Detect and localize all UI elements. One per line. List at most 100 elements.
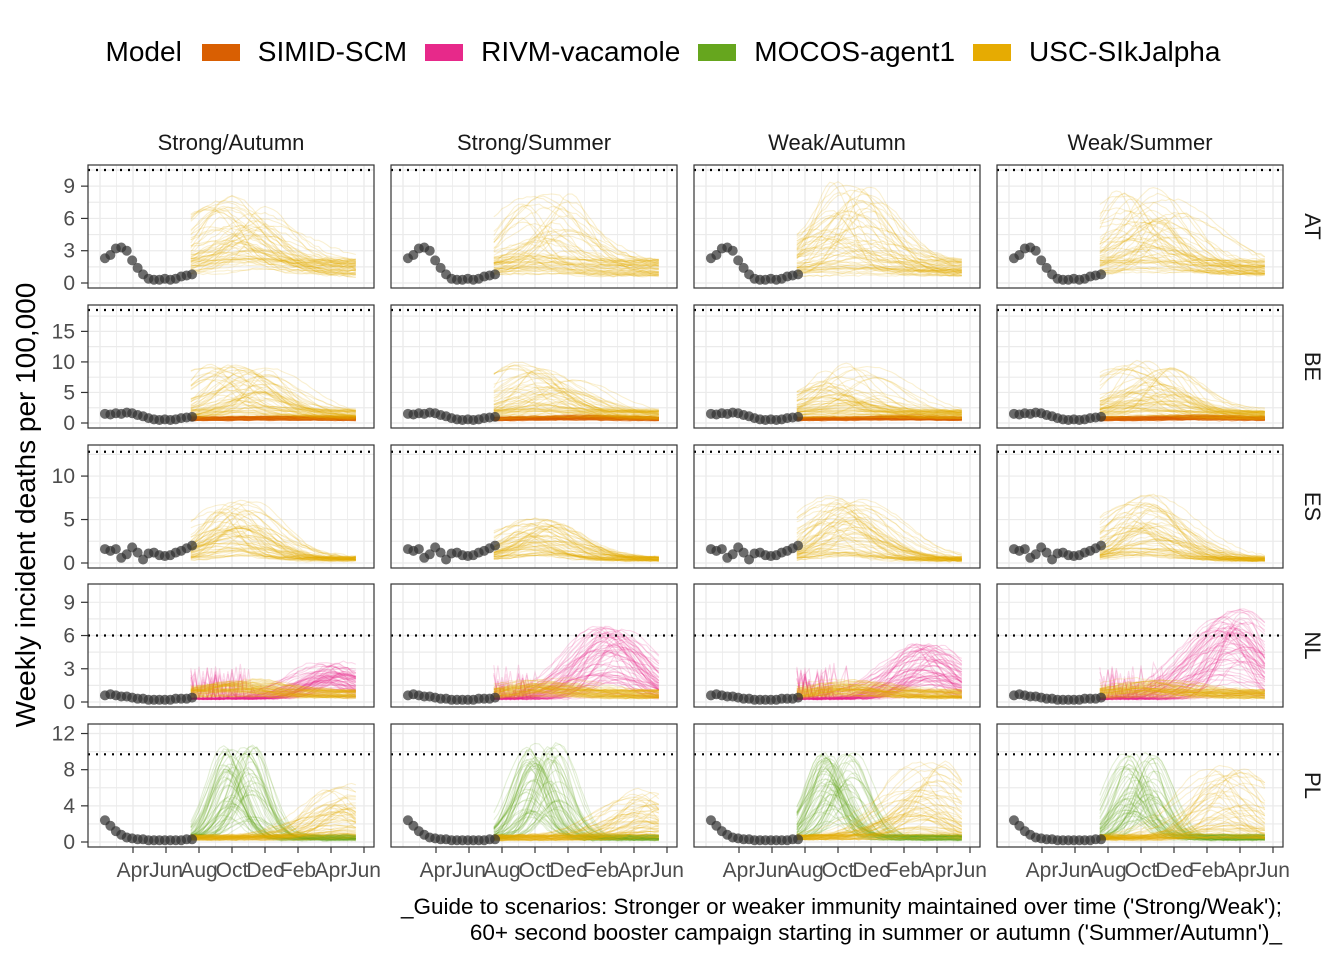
model-trajectory-line	[796, 682, 962, 701]
panel-background	[997, 584, 1283, 707]
model-trajectory-line	[493, 683, 659, 696]
model-trajectory-line	[493, 193, 659, 260]
model-trajectory-line	[1099, 539, 1265, 557]
model-trajectory-line	[796, 671, 962, 701]
model-trajectory-line	[1099, 400, 1265, 414]
model-trajectory-line	[493, 530, 659, 563]
model-trajectory-line	[796, 659, 962, 701]
model-trajectory-line	[1099, 389, 1265, 415]
model-trajectory-line	[1099, 553, 1265, 561]
model-trajectory-line	[796, 783, 962, 839]
model-trajectory-line	[493, 649, 660, 700]
observed-point	[733, 255, 744, 266]
model-trajectory-line	[493, 409, 659, 419]
model-trajectory-line	[796, 533, 963, 562]
model-trajectory-line	[493, 217, 659, 273]
model-trajectory-line	[796, 797, 962, 837]
y-tick-label: 8	[63, 759, 75, 782]
model-trajectory-line	[1099, 503, 1265, 559]
model-trajectory-line	[493, 778, 659, 840]
model-trajectory-line	[1099, 271, 1265, 274]
model-trajectory-line	[190, 542, 356, 561]
model-trajectory-line	[190, 664, 357, 701]
model-trajectory-line	[190, 668, 357, 700]
model-trajectory-line	[796, 399, 962, 420]
model-trajectory-line	[796, 509, 962, 561]
model-trajectory-line	[493, 674, 659, 700]
panel-border	[87, 583, 375, 708]
model-trajectory-line	[493, 385, 659, 418]
model-trajectory-line	[796, 539, 962, 561]
model-trajectory-line	[796, 377, 962, 414]
model-trajectory-line	[190, 761, 356, 839]
model-trajectory-line	[1099, 547, 1265, 561]
model-trajectory-line	[190, 237, 356, 270]
row-strip-label: ES	[1300, 492, 1325, 521]
model-trajectory-line	[796, 834, 962, 838]
model-trajectory-line	[493, 686, 659, 693]
model-trajectory-line	[493, 361, 659, 412]
model-trajectory-line	[1099, 530, 1265, 558]
model-trajectory-line	[493, 390, 659, 413]
model-trajectory-line	[1099, 812, 1265, 837]
model-trajectory-line	[1099, 551, 1265, 562]
model-trajectory-line	[1099, 527, 1265, 562]
model-trajectory-line	[796, 669, 963, 701]
model-trajectory-line	[493, 241, 659, 267]
model-trajectory-line	[796, 677, 963, 700]
model-trajectory-line	[1099, 816, 1266, 840]
model-trajectory-line	[1099, 542, 1265, 558]
model-trajectory-line	[190, 682, 356, 696]
observed-point	[490, 834, 501, 845]
x-tick-label: Feb	[583, 859, 619, 882]
model-trajectory-line	[796, 399, 962, 412]
model-trajectory-line	[493, 684, 659, 698]
model-trajectory-line	[493, 531, 659, 559]
observed-point	[793, 411, 804, 422]
model-trajectory-line	[1099, 626, 1266, 700]
model-trajectory-line	[493, 542, 659, 560]
x-tick-label: Jun	[755, 859, 789, 882]
model-trajectory-line	[796, 524, 962, 563]
model-trajectory-line	[796, 807, 962, 840]
model-trajectory-line	[796, 681, 962, 694]
model-trajectory-line	[190, 205, 356, 276]
model-trajectory-line	[1099, 521, 1265, 563]
model-trajectory-line	[493, 541, 659, 561]
model-trajectory-line	[796, 498, 962, 559]
model-trajectory-line	[1099, 525, 1265, 559]
model-trajectory-line	[796, 671, 962, 700]
model-trajectory-line	[796, 210, 962, 277]
model-trajectory-line	[190, 205, 356, 268]
model-trajectory-line	[190, 666, 356, 701]
model-trajectory-line	[796, 692, 962, 698]
model-trajectory-line	[190, 692, 356, 697]
model-trajectory-line	[493, 525, 659, 560]
model-trajectory-line	[1099, 836, 1265, 840]
panel-border	[996, 164, 1284, 289]
x-tick-label: Apr	[315, 859, 348, 882]
legend-key-mocos	[698, 43, 737, 61]
model-trajectory-line	[493, 389, 659, 411]
model-trajectory-line	[1099, 368, 1265, 418]
model-trajectory-line	[1099, 234, 1265, 276]
model-trajectory-line	[1099, 836, 1265, 840]
model-trajectory-line	[796, 374, 962, 411]
model-trajectory-line	[1099, 679, 1265, 694]
model-trajectory-line	[796, 670, 963, 701]
model-trajectory-line	[796, 680, 962, 700]
facet-panel	[693, 583, 981, 708]
x-tick-label: Dec	[549, 859, 586, 882]
model-trajectory-line	[796, 755, 962, 838]
model-trajectory-line	[796, 213, 962, 261]
model-trajectory-line	[1099, 819, 1265, 841]
model-trajectory-line	[493, 553, 659, 561]
model-trajectory-line	[190, 769, 356, 838]
model-trajectory-line	[493, 690, 659, 695]
model-trajectory-line	[1099, 550, 1265, 562]
model-trajectory-line	[493, 812, 659, 841]
model-trajectory-line	[796, 668, 962, 699]
model-trajectory-line	[190, 244, 356, 267]
model-trajectory-line	[796, 811, 962, 838]
model-trajectory-line	[796, 402, 962, 420]
